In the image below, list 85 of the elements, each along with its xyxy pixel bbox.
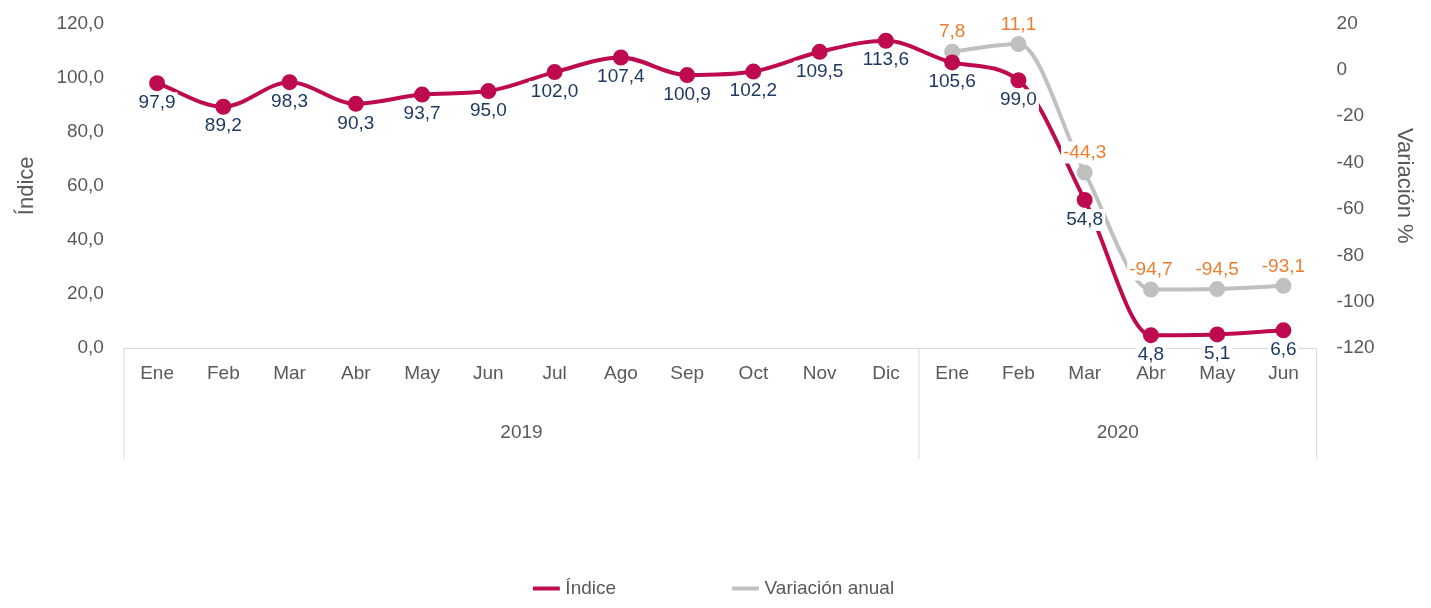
x-tick-label: Jul: [542, 361, 567, 383]
text: 2020: [1096, 421, 1139, 443]
y2-tick-label: -40: [1336, 150, 1365, 172]
data-label: 93,7: [403, 102, 441, 124]
point: [1142, 281, 1159, 298]
point: [1275, 322, 1292, 339]
point: [1142, 327, 1159, 344]
point: [877, 32, 894, 49]
text: 2019: [500, 421, 543, 443]
y-tick-label: 100,0: [56, 65, 104, 87]
point: [944, 54, 961, 71]
data-label: -44,3: [1063, 141, 1107, 163]
y-tick-label: 60,0: [66, 174, 104, 196]
data-label: 98,3: [271, 89, 309, 111]
x-tick-label: Oct: [738, 361, 769, 383]
y-tick-label: 80,0: [66, 119, 104, 141]
x-tick-label: Mar: [1068, 361, 1102, 383]
data-label: 89,2: [204, 114, 242, 136]
data-label: -94,7: [1129, 258, 1173, 280]
data-label: 95,0: [469, 98, 507, 120]
x-tick-label: Ago: [603, 361, 638, 383]
x-tick-label: Ene: [140, 361, 174, 383]
data-label: 109,5: [795, 59, 844, 81]
point: [1076, 191, 1093, 208]
x-tick-label: Ene: [935, 361, 970, 383]
data-label: 102,2: [729, 79, 778, 101]
point: [546, 64, 563, 81]
y2-tick-label: -100: [1336, 290, 1375, 312]
x-tick-label: Feb: [206, 361, 240, 383]
x-tick-label: Feb: [1002, 361, 1035, 383]
point: [679, 67, 696, 84]
data-label: 6,6: [1270, 338, 1297, 360]
data-label: 99,0: [999, 87, 1037, 109]
point: [745, 63, 762, 80]
x-tick-label: Jun: [1268, 361, 1299, 383]
data-label: 97,9: [138, 90, 176, 112]
x-tick-label: Mar: [273, 361, 307, 383]
point: [1010, 36, 1027, 53]
data-label: 107,4: [597, 65, 646, 87]
x-tick-label: Jun: [473, 361, 504, 383]
data-label: 4,8: [1137, 342, 1165, 364]
legend-label: Variación anual: [764, 576, 895, 598]
y2-tick-label: 0: [1336, 58, 1348, 80]
point: [414, 86, 431, 103]
data-label: -93,1: [1261, 254, 1306, 276]
point: [1275, 277, 1292, 294]
point: [1209, 326, 1226, 343]
point: [1076, 164, 1093, 181]
legend-label: Índice: [565, 576, 617, 598]
point: [347, 95, 364, 112]
point: [612, 49, 629, 66]
data-label: 7,8: [938, 20, 966, 42]
data-label: 100,9: [663, 82, 711, 104]
y2-tick-label: -80: [1336, 243, 1365, 265]
x-tick-label: Sep: [670, 361, 705, 383]
y2-tick-label: 20: [1336, 11, 1358, 33]
x-tick-label: Abr: [341, 361, 372, 383]
y2-tick-label: -60: [1336, 197, 1365, 219]
y2-tick-label: -20: [1336, 104, 1365, 126]
x-tick-label: May: [1199, 361, 1236, 383]
data-label: 105,6: [928, 70, 976, 92]
y-axis-title: Índice: [13, 156, 39, 216]
y2-tick-label: -120: [1336, 336, 1375, 358]
point: [1010, 72, 1027, 89]
y-tick-label: 40,0: [66, 228, 104, 250]
data-label: 54,8: [1066, 207, 1104, 229]
point: [480, 83, 497, 100]
point: [149, 75, 166, 92]
point: [215, 98, 232, 115]
point: [1209, 281, 1226, 298]
y-tick-label: 20,0: [66, 282, 104, 304]
y-tick-label: 0,0: [77, 336, 104, 358]
data-label: 11,1: [1000, 12, 1037, 34]
data-label: 90,3: [337, 111, 375, 133]
data-label: 102,0: [530, 79, 579, 101]
y2-axis-title: Variación %: [1392, 127, 1418, 244]
point: [811, 43, 828, 60]
point: [281, 74, 298, 91]
x-tick-label: Dic: [872, 361, 900, 383]
data-label: -94,5: [1195, 257, 1239, 279]
x-tick-label: Nov: [802, 361, 838, 383]
x-tick-label: May: [404, 361, 441, 383]
data-label: 113,6: [862, 48, 909, 70]
y-tick-label: 120,0: [56, 11, 104, 33]
data-label: 5,1: [1203, 342, 1231, 364]
